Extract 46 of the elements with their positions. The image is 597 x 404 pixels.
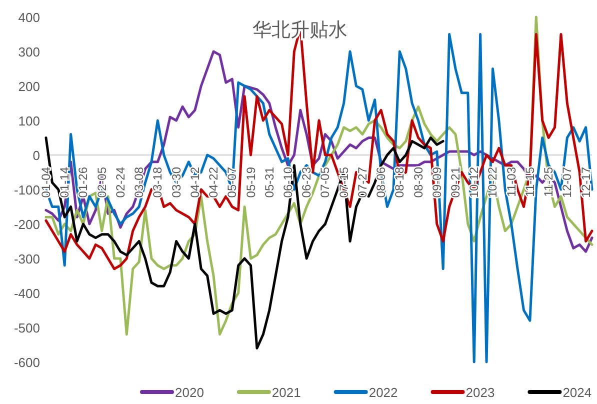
legend-label: 2024	[562, 385, 592, 400]
x-tick-label: 02-05	[94, 166, 109, 198]
y-tick-label: -400	[14, 286, 40, 301]
x-tick-label: 08-30	[411, 166, 426, 198]
x-tick-label: 01-04	[39, 166, 53, 198]
legend-label: 2021	[272, 385, 301, 400]
x-tick-label: 08-18	[392, 166, 407, 198]
x-tick-label: 04-12	[188, 166, 202, 198]
legend-label: 2020	[175, 385, 204, 400]
y-tick-label: -100	[14, 182, 40, 198]
x-tick-label: 12-07	[560, 166, 574, 198]
legend-label: 2022	[368, 385, 398, 400]
legend-label: 2023	[466, 385, 495, 400]
y-tick-label: -300	[14, 252, 40, 266]
x-tick-label: 03-08	[132, 166, 146, 198]
x-tick-label: 11-25	[542, 166, 556, 197]
x-tick-label: 01-14	[58, 166, 72, 198]
y-tick-label: -600	[14, 355, 40, 370]
x-tick-label: 01-26	[76, 166, 90, 198]
x-tick-label: 12-17	[578, 166, 593, 198]
x-tick-label: 05-07	[225, 166, 240, 198]
y-tick-label: -500	[14, 320, 40, 336]
x-tick-label: 03-30	[169, 166, 184, 198]
x-tick-label: 04-22	[206, 166, 221, 198]
x-tick-label: 06-10	[280, 166, 295, 198]
x-tick-label: 11-03	[504, 166, 518, 197]
x-tick-label: 07-15	[336, 166, 351, 198]
y-tick-label: 100	[18, 114, 40, 128]
x-tick-label: 05-19	[244, 166, 258, 198]
x-tick-label: 10-12	[467, 166, 482, 198]
x-tick-label: 09-21	[448, 166, 462, 198]
y-tick-label: 0	[32, 148, 40, 163]
x-tick-label: 05-31	[262, 166, 276, 198]
x-tick-label: 08-06	[374, 166, 388, 198]
y-tick-label: -200	[14, 217, 40, 232]
x-tick-label: 07-05	[318, 166, 332, 198]
x-tick-label: 11-15	[522, 166, 537, 197]
y-tick-label: 200	[18, 79, 40, 94]
y-tick-label: 300	[18, 44, 40, 60]
x-tick-label: 10-22	[486, 166, 500, 198]
x-tick-label: 06-23	[300, 166, 314, 198]
y-tick-label: 400	[18, 10, 40, 25]
x-tick-label: 09-09	[430, 166, 444, 198]
x-tick-label: 03-18	[150, 166, 165, 198]
x-tick-label: 07-27	[355, 166, 370, 198]
x-tick-label: 02-24	[113, 166, 128, 198]
